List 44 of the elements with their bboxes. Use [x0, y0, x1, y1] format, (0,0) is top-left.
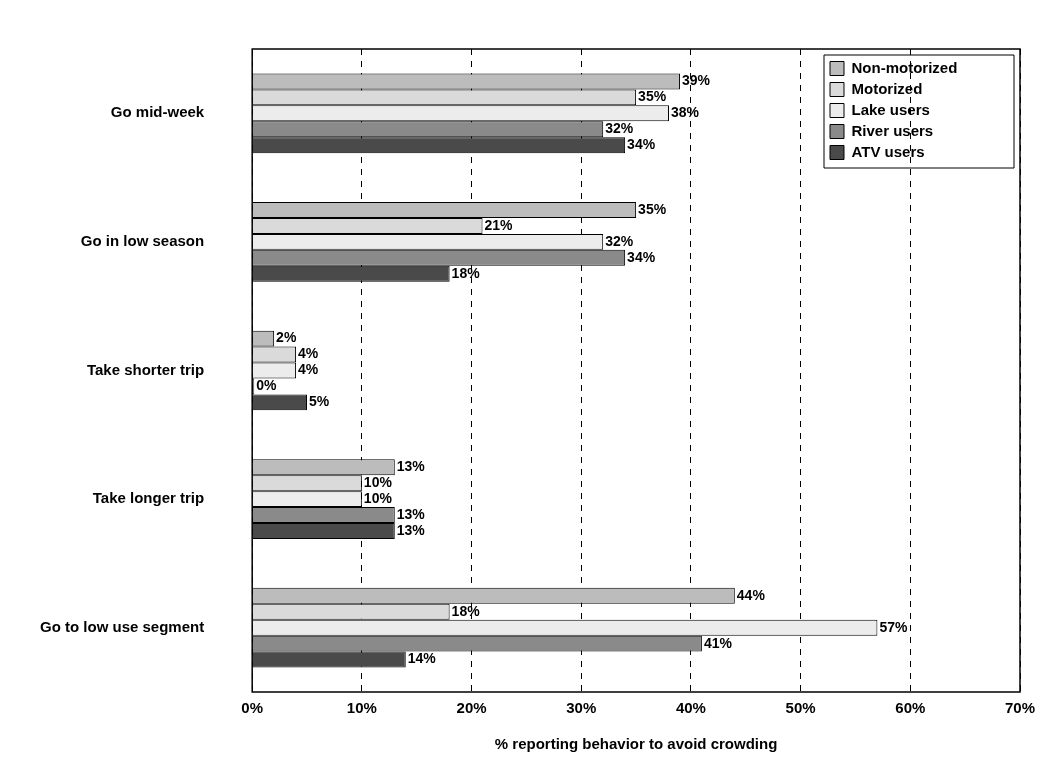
y-tick-label: Take longer trip: [92, 489, 205, 507]
x-tick-label: 50%: [785, 699, 816, 717]
legend-label: Lake users: [851, 100, 930, 118]
data-label: 35%: [638, 200, 667, 217]
data-label: 10%: [363, 489, 393, 506]
data-label: 38%: [671, 104, 700, 121]
data-label: 57%: [879, 618, 908, 635]
data-label: 14%: [407, 650, 437, 667]
x-tick-label: 20%: [456, 699, 487, 717]
x-tick-label: 40%: [675, 699, 706, 717]
data-label: 39%: [681, 72, 711, 89]
x-tick-label: 70%: [1004, 699, 1036, 717]
legend-label: River users: [851, 121, 934, 139]
data-label: 32%: [605, 232, 634, 249]
data-label: 35%: [638, 88, 667, 105]
data-label: 18%: [451, 264, 481, 281]
x-tick-label: 60%: [895, 699, 926, 717]
data-label: 10%: [363, 474, 393, 491]
y-tick-label: Take shorter trip: [86, 360, 205, 378]
y-tick-label: Go mid-week: [110, 103, 205, 121]
y-tick-label: Go in low season: [80, 232, 205, 250]
data-label: 34%: [627, 136, 656, 153]
data-label: 34%: [627, 248, 656, 265]
data-label: 18%: [451, 602, 481, 619]
data-label: 41%: [703, 634, 733, 651]
x-tick-label: 30%: [566, 699, 597, 717]
data-label: 4%: [298, 345, 319, 362]
data-label: 13%: [396, 505, 426, 522]
x-axis-title: % reporting behavior to avoid crowding: [494, 735, 778, 753]
x-tick-label: 0%: [241, 699, 264, 717]
data-label: 4%: [298, 361, 319, 378]
data-label: 0%: [256, 377, 277, 394]
x-tick-label: 10%: [346, 699, 377, 717]
data-label: 2%: [276, 329, 297, 346]
y-tick-label: Go to low use segment: [40, 617, 205, 635]
data-label: 5%: [309, 393, 330, 410]
data-label: 32%: [605, 120, 634, 137]
data-label: 21%: [484, 216, 514, 233]
data-label: 13%: [396, 521, 426, 538]
legend-label: ATV users: [851, 142, 925, 160]
legend-label: Motorized: [851, 79, 923, 97]
legend-label: Non-motorized: [851, 58, 958, 76]
data-label: 44%: [736, 586, 766, 603]
data-label: 13%: [396, 458, 426, 475]
